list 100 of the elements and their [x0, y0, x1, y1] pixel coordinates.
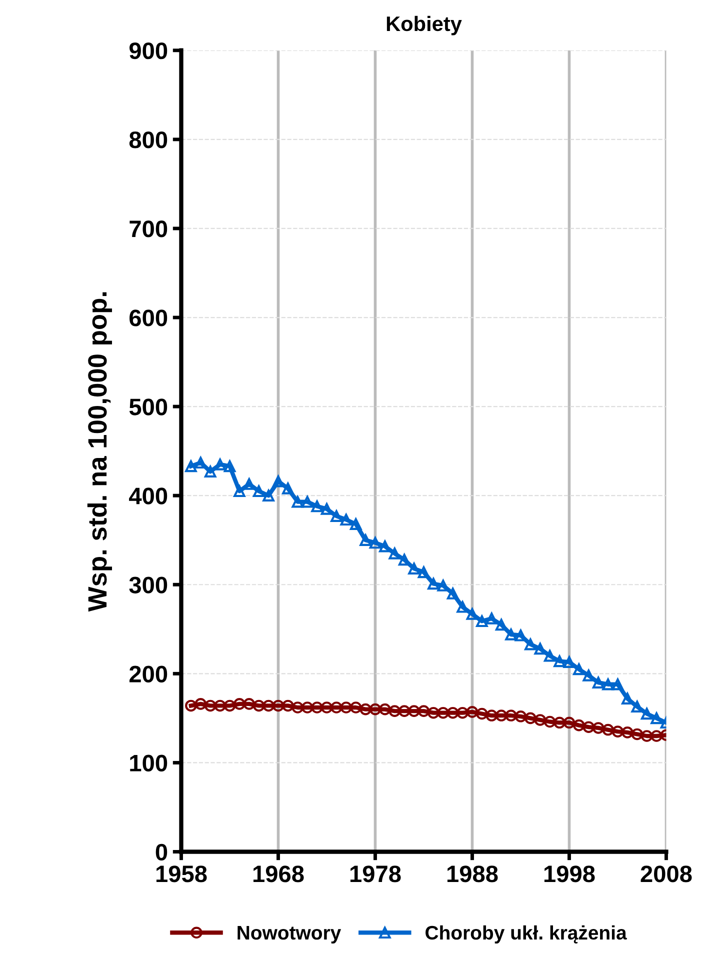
point — [650, 712, 662, 724]
x-tick-label: 1998 — [544, 866, 595, 882]
point — [514, 710, 527, 722]
point — [534, 642, 546, 655]
point — [340, 702, 352, 714]
point — [544, 650, 556, 662]
point — [446, 706, 459, 719]
point — [582, 721, 595, 733]
point — [330, 510, 342, 522]
point — [301, 496, 314, 508]
point — [418, 705, 430, 717]
point — [282, 482, 294, 494]
y-tick-label: 700 — [130, 220, 168, 238]
point — [243, 478, 256, 490]
point — [398, 705, 410, 717]
point — [311, 500, 323, 512]
x-tick-label: 1968 — [253, 866, 304, 882]
point — [418, 566, 430, 578]
point — [272, 475, 284, 488]
y-tick-label: 300 — [129, 576, 168, 594]
point — [612, 678, 624, 690]
point — [631, 728, 644, 740]
point — [234, 485, 246, 498]
point — [252, 700, 265, 712]
y-tick-label: 800 — [129, 131, 168, 148]
point — [292, 702, 304, 714]
point — [495, 618, 508, 631]
chart-title: Kobiety — [386, 16, 462, 36]
point — [602, 678, 614, 690]
point — [563, 716, 576, 729]
point — [360, 703, 372, 716]
point — [204, 700, 216, 712]
point — [554, 716, 566, 729]
point — [320, 702, 333, 714]
point — [185, 460, 197, 472]
y-tick-label: 200 — [129, 666, 168, 682]
point — [486, 612, 498, 624]
point — [379, 703, 391, 716]
point — [544, 716, 556, 728]
point — [369, 703, 382, 716]
point — [292, 496, 304, 508]
point — [428, 578, 440, 590]
point — [476, 615, 488, 628]
point — [194, 698, 207, 710]
point — [252, 485, 265, 498]
point — [388, 705, 401, 717]
point — [640, 708, 653, 720]
point — [592, 676, 604, 688]
point — [622, 726, 634, 738]
point — [505, 710, 517, 722]
point — [311, 702, 323, 714]
point — [224, 460, 236, 472]
legend-label: Nowotwory — [238, 926, 342, 944]
point — [573, 719, 585, 732]
point — [524, 712, 536, 724]
y-tick-label: 0 — [156, 844, 168, 861]
point — [495, 710, 508, 722]
point — [524, 638, 536, 650]
point — [262, 700, 274, 712]
point — [350, 702, 362, 714]
point — [582, 670, 595, 682]
point — [476, 708, 488, 720]
point — [408, 705, 420, 717]
point — [650, 730, 662, 742]
y-tick-label: 600 — [130, 310, 168, 326]
x-tick-label: 1978 — [350, 866, 401, 882]
point — [640, 730, 653, 742]
point — [320, 503, 333, 515]
point — [204, 466, 216, 478]
y-tick-label: 100 — [130, 754, 168, 772]
point — [631, 700, 644, 713]
y-tick-label: 400 — [129, 488, 168, 504]
x-tick-label: 2008 — [640, 866, 692, 882]
point — [563, 656, 576, 668]
y-tick-label: 900 — [129, 42, 168, 60]
point — [573, 663, 585, 676]
point — [486, 710, 498, 722]
y-axis-title: Wsp. std. na 100,000 pop. — [87, 292, 112, 612]
point — [301, 702, 314, 714]
point — [602, 724, 614, 736]
point — [185, 700, 197, 712]
legend-label: Choroby ukł. krążenia — [426, 925, 627, 944]
x-tick-label: 1988 — [447, 866, 498, 882]
point — [350, 518, 362, 530]
point — [224, 700, 236, 712]
y-tick-label: 500 — [129, 398, 168, 416]
point — [369, 536, 382, 549]
point — [214, 458, 226, 470]
point — [437, 706, 450, 719]
point — [262, 490, 274, 502]
point — [243, 698, 256, 710]
point — [505, 628, 517, 640]
point — [514, 629, 527, 642]
point — [282, 700, 294, 712]
point — [466, 608, 478, 620]
point — [446, 588, 459, 600]
point — [456, 706, 468, 719]
point — [272, 700, 284, 712]
x-tick-label: 1958 — [156, 866, 207, 882]
point — [388, 548, 401, 560]
